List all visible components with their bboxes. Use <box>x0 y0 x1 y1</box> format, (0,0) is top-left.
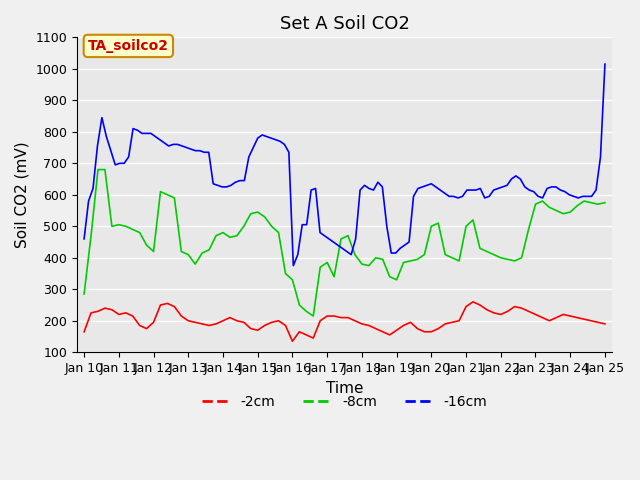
-8cm <box>309 313 317 319</box>
Y-axis label: Soil CO2 (mV): Soil CO2 (mV) <box>15 142 30 248</box>
-2cm <box>261 323 269 328</box>
-2cm <box>80 329 88 335</box>
-16cm <box>259 132 266 138</box>
Line: -2cm: -2cm <box>84 302 605 341</box>
-16cm <box>485 193 493 199</box>
Line: -16cm: -16cm <box>84 64 605 265</box>
-8cm <box>428 223 435 229</box>
-8cm <box>365 263 372 268</box>
-2cm <box>601 321 609 327</box>
-8cm <box>601 200 609 205</box>
-2cm <box>420 329 428 335</box>
-16cm <box>445 193 453 199</box>
-2cm <box>129 313 136 319</box>
Title: Set A Soil CO2: Set A Soil CO2 <box>280 15 410 33</box>
-8cm <box>511 258 518 264</box>
-8cm <box>268 223 275 229</box>
-2cm <box>469 299 477 305</box>
-8cm <box>80 291 88 297</box>
Legend: -2cm, -8cm, -16cm: -2cm, -8cm, -16cm <box>196 389 493 415</box>
-8cm <box>442 252 449 257</box>
-16cm <box>494 186 502 192</box>
-2cm <box>511 304 518 310</box>
X-axis label: Time: Time <box>326 381 364 396</box>
-16cm <box>138 131 146 136</box>
-2cm <box>289 338 296 344</box>
Line: -8cm: -8cm <box>84 169 605 316</box>
-16cm <box>601 61 609 67</box>
-16cm <box>187 146 195 152</box>
-8cm <box>136 230 143 236</box>
-2cm <box>358 321 365 327</box>
-16cm <box>289 263 297 268</box>
-8cm <box>94 167 102 172</box>
-2cm <box>435 326 442 332</box>
Text: TA_soilco2: TA_soilco2 <box>88 39 169 53</box>
-16cm <box>80 236 88 242</box>
